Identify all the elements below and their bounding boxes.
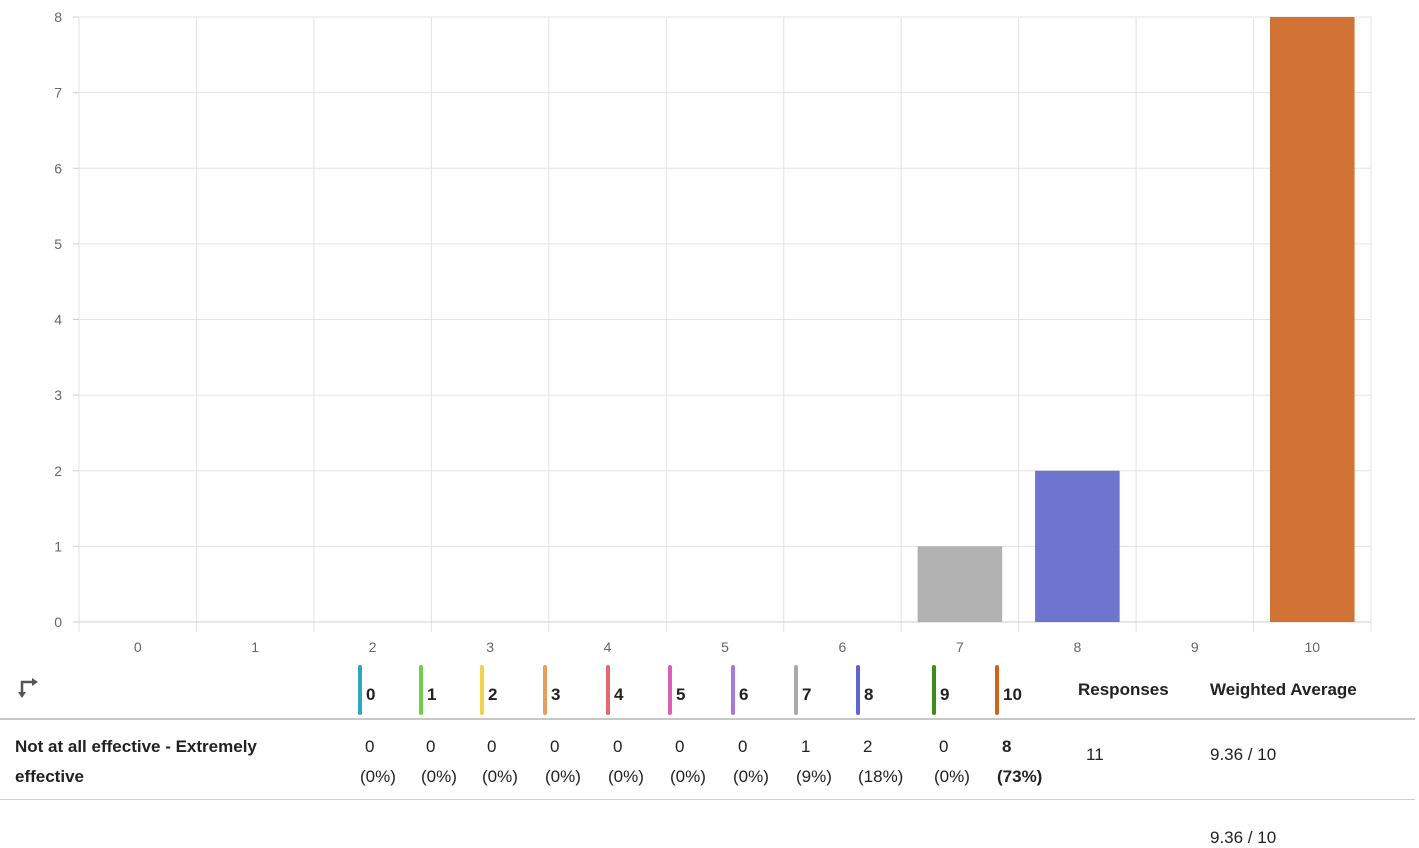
color-swatch (606, 665, 610, 715)
x-tick-label: 5 (721, 639, 729, 655)
color-swatch (856, 665, 860, 715)
table-cell-7: 1 (9%) (796, 732, 832, 792)
y-tick-label: 1 (54, 538, 62, 554)
cell-percent: (0%) (608, 767, 644, 786)
y-tick-label: 3 (54, 387, 62, 403)
cell-percent: (9%) (796, 767, 832, 786)
color-swatch (794, 665, 798, 715)
bar-7[interactable] (917, 546, 1003, 622)
color-swatch (543, 665, 547, 715)
y-tick-label: 5 (54, 236, 62, 252)
cell-count: 0 (939, 737, 949, 756)
answer-choice-label: 2 (488, 685, 498, 704)
cell-count: 8 (1002, 737, 1012, 756)
cell-percent: (0%) (482, 767, 518, 786)
cell-count: 0 (675, 737, 685, 756)
table-header-row: 0 1 2 3 4 5 6 7 8 9 10 Responses Weighted Average (0, 660, 1419, 720)
cell-percent: (0%) (545, 767, 581, 786)
answer-choice-label: 10 (1003, 685, 1022, 704)
cell-count: 0 (738, 737, 748, 756)
x-tick-label: 9 (1191, 639, 1199, 655)
cell-percent: (18%) (858, 767, 904, 786)
answer-choice-label: 0 (366, 685, 376, 704)
table-cell-2: 0 (0%) (482, 732, 518, 792)
x-tick-label: 10 (1304, 639, 1320, 655)
x-tick-label: 7 (956, 639, 964, 655)
chart-bars (917, 17, 1355, 622)
answer-choice-label: 3 (551, 685, 561, 704)
table-cell-5: 0 (0%) (670, 732, 706, 792)
cell-count: 0 (365, 737, 375, 756)
cell-count: 0 (426, 737, 436, 756)
x-tick-label: 4 (604, 639, 612, 655)
answer-choice-label: 6 (739, 685, 749, 704)
bar-8[interactable] (1035, 470, 1120, 622)
x-tick-label: 0 (134, 639, 142, 655)
weighted-average-value: 9.36 / 10 (1210, 745, 1277, 764)
cell-percent: (0%) (733, 767, 769, 786)
color-swatch (995, 665, 999, 715)
answer-choice-label: 7 (802, 685, 812, 704)
cell-percent: (0%) (421, 767, 457, 786)
responses-count: 11 (1086, 745, 1104, 764)
bar-10[interactable] (1269, 17, 1355, 622)
total-weighted-average: 9.36 / 10 (1210, 828, 1277, 847)
y-tick-label: 8 (54, 9, 62, 25)
x-tick-label: 2 (369, 639, 377, 655)
x-tick-label: 8 (1073, 639, 1081, 655)
answer-choice-label: 8 (864, 685, 874, 704)
answer-choice-label: 5 (676, 685, 686, 704)
y-tick-label: 6 (54, 160, 62, 176)
table-cell-8: 2 (18%) (858, 732, 903, 792)
y-tick-label: 4 (54, 312, 62, 328)
table-cell-0: 0 (0%) (360, 732, 396, 792)
color-swatch (480, 665, 484, 715)
bar-chart: 0 1 2 3 4 5 6 7 8 0 1 2 3 4 5 6 7 8 9 10 (54, 9, 1372, 655)
table-cell-6: 0 (0%) (733, 732, 769, 792)
table-cell-10: 8 (73%) (997, 732, 1042, 792)
cell-count: 1 (801, 737, 811, 756)
color-swatch (932, 665, 936, 715)
color-swatch (419, 665, 423, 715)
cell-percent: (73%) (997, 767, 1043, 786)
cell-percent: (0%) (670, 767, 706, 786)
chart-grid (73, 16, 1372, 632)
y-tick-label: 2 (54, 463, 62, 479)
y-tick-label: 7 (54, 85, 62, 101)
answer-choice-label: 9 (940, 685, 950, 704)
header-divider (0, 718, 1415, 720)
cell-count: 0 (487, 737, 497, 756)
color-swatch (731, 665, 735, 715)
answer-choice-label: 1 (427, 685, 437, 704)
cell-count: 0 (550, 737, 560, 756)
cell-percent: (0%) (934, 767, 970, 786)
x-tick-label: 6 (839, 639, 847, 655)
table-cell-9: 0 (0%) (934, 732, 970, 792)
color-swatch (668, 665, 672, 715)
cell-count: 2 (863, 737, 873, 756)
table-cell-4: 0 (0%) (608, 732, 644, 792)
x-tick-label: 1 (251, 639, 259, 655)
cell-percent: (0%) (360, 767, 396, 786)
cell-count: 0 (613, 737, 623, 756)
table-cell-3: 0 (0%) (545, 732, 581, 792)
row-divider (0, 799, 1415, 800)
x-tick-label: 3 (486, 639, 494, 655)
x-axis-ticks: 0 1 2 3 4 5 6 7 8 9 10 (134, 639, 1320, 655)
answer-choice-label: 4 (614, 685, 624, 704)
table-cell-1: 0 (0%) (421, 732, 457, 792)
swap-arrows-icon[interactable] (14, 672, 44, 702)
responses-header: Responses (1078, 680, 1169, 699)
color-swatch (358, 665, 362, 715)
y-tick-label: 0 (54, 614, 62, 630)
y-axis-ticks: 0 1 2 3 4 5 6 7 8 (54, 9, 62, 630)
row-label: Not at all effective - Extremely effecti… (15, 737, 257, 786)
weighted-average-header: Weighted Average (1210, 680, 1357, 699)
